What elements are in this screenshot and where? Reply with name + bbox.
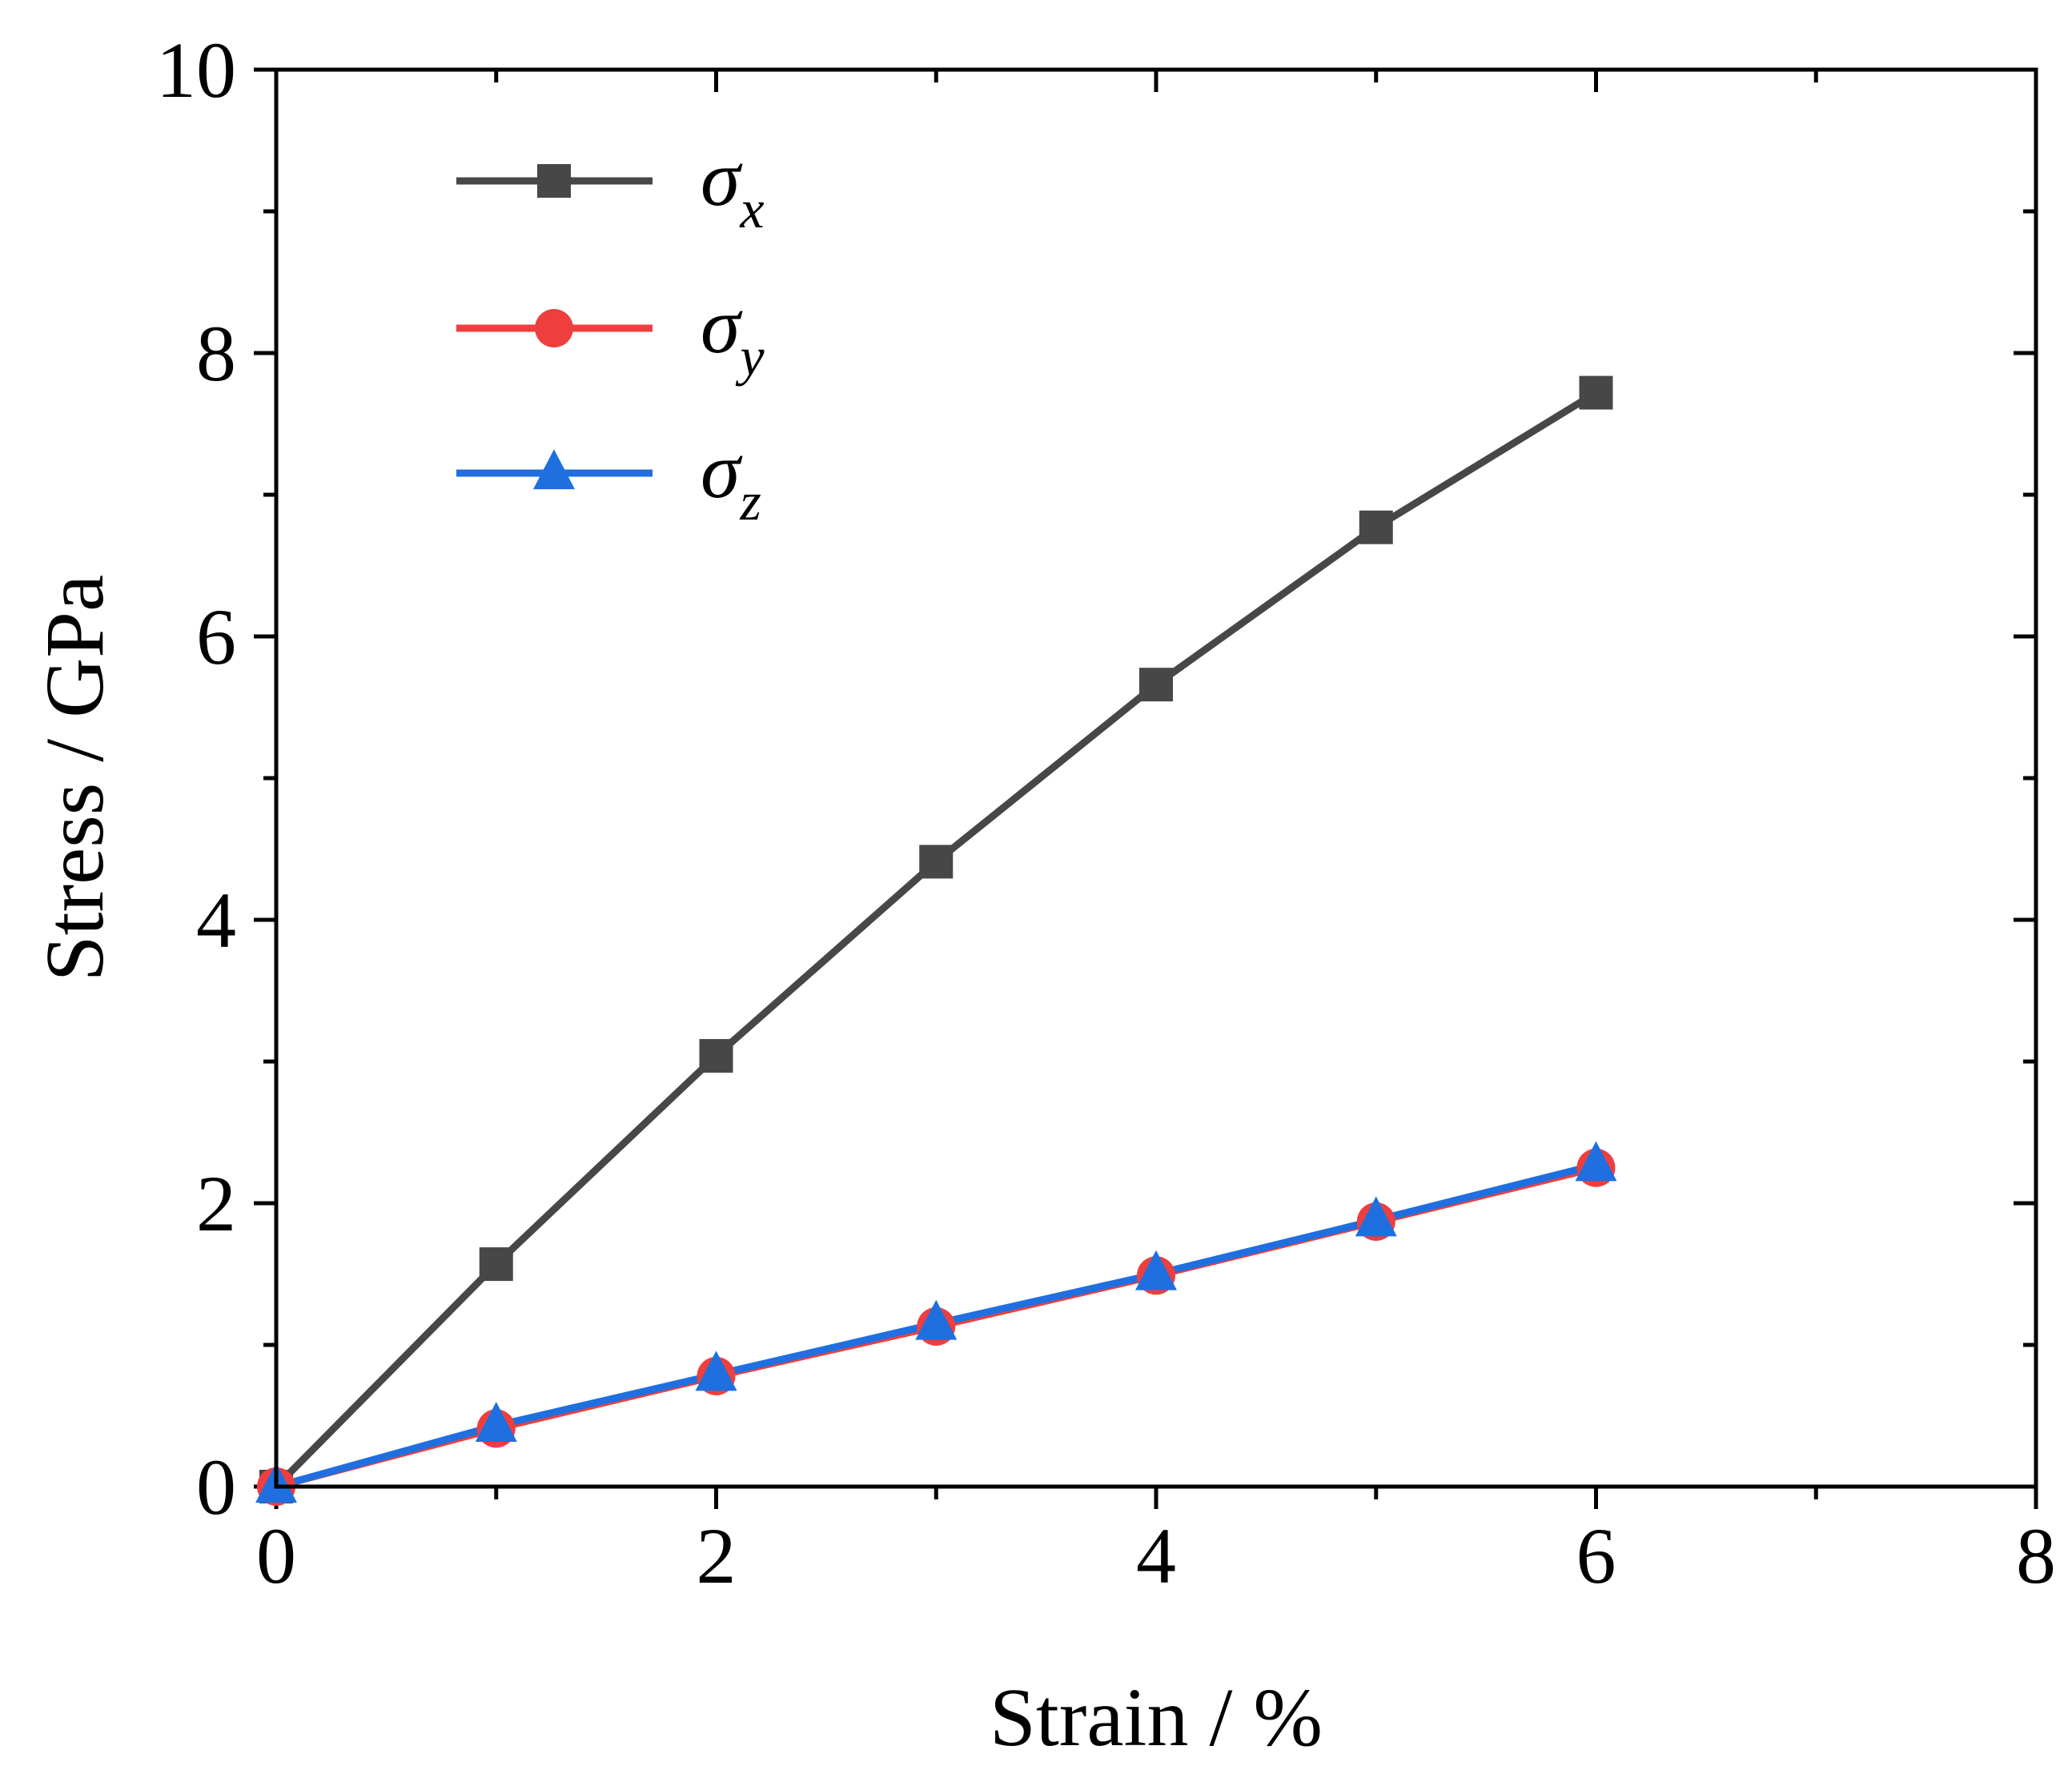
data-point-x-6 [1579, 375, 1613, 410]
y-tick-label: 2 [196, 1159, 236, 1248]
data-point-z-1 [475, 1402, 517, 1443]
data-point-x-1 [479, 1247, 513, 1282]
axis-ticks [254, 67, 2038, 1509]
x-tick-label: 2 [697, 1511, 737, 1600]
x-axis-title: Strain / % [990, 1672, 1323, 1764]
plot-frame [274, 67, 2038, 1489]
data-point-x-2 [699, 1038, 733, 1073]
legend-marker-y [535, 309, 573, 347]
x-tick-label: 8 [2016, 1511, 2056, 1600]
data-point-x-4 [1139, 668, 1173, 702]
data-point-z-3 [915, 1299, 958, 1340]
x-tick-label: 4 [1136, 1511, 1176, 1600]
data-point-x-5 [1359, 510, 1393, 544]
legend-label-y: σy [701, 281, 765, 387]
data-point-z-5 [1355, 1196, 1397, 1237]
y-tick-label: 4 [196, 876, 236, 965]
data-point-z-2 [695, 1351, 737, 1391]
y-tick-label: 10 [156, 26, 236, 114]
data-point-x-3 [919, 845, 954, 879]
tick-labels: 0 2 4 6 8 0 2 4 6 8 10 [156, 26, 2056, 1600]
legend: σx σy σz [456, 134, 765, 532]
y-axis-title: Stress / GPa [29, 575, 121, 981]
x-tick-label: 0 [256, 1511, 296, 1600]
legend-label-z: σz [701, 426, 761, 532]
y-tick-label: 6 [196, 592, 236, 681]
y-tick-label: 8 [196, 309, 236, 398]
data-point-z-4 [1135, 1250, 1177, 1290]
y-tick-label: 0 [196, 1443, 236, 1531]
legend-label-x: σx [701, 134, 765, 239]
x-tick-label: 6 [1576, 1511, 1616, 1600]
legend-marker-z [533, 449, 575, 490]
series-markers [255, 375, 1617, 1506]
data-point-z-6 [1575, 1141, 1617, 1182]
legend-marker-x [537, 164, 571, 198]
